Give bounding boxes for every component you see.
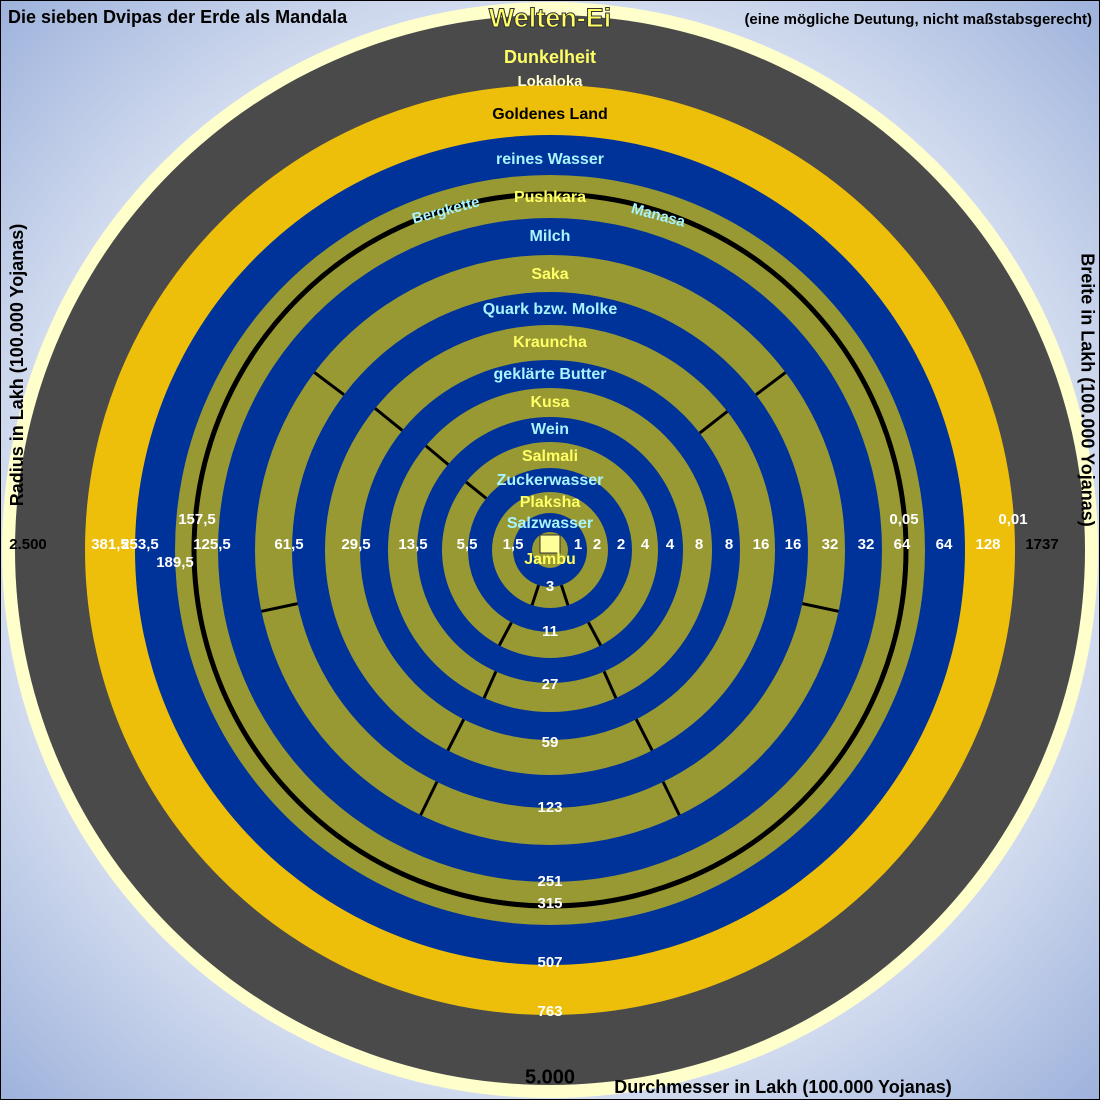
- left-label: 157,5: [178, 511, 216, 528]
- ring-label: Milch: [530, 228, 571, 245]
- right-label: 64: [894, 536, 911, 553]
- left-label: 2.500: [9, 536, 47, 553]
- ring-label: Dunkelheit: [504, 47, 596, 67]
- ring-label: Kusa: [530, 394, 569, 411]
- left-label: 189,5: [156, 554, 194, 571]
- left-label: 61,5: [274, 536, 303, 553]
- right-label: 128: [975, 536, 1000, 553]
- right-label: 2: [617, 536, 625, 553]
- mountain-ring: [191, 191, 909, 909]
- ring-label: Salmali: [522, 448, 578, 465]
- divider: [482, 670, 498, 699]
- left-label: 1,5: [503, 536, 524, 553]
- right-label: 4: [666, 536, 675, 553]
- divider: [419, 781, 439, 816]
- ring-label: Quark bzw. Molke: [483, 301, 618, 318]
- ring-label: Wein: [531, 421, 569, 438]
- divider: [497, 621, 513, 647]
- axis-left: Radius in Lakh (100.000 Yojanas): [7, 224, 27, 506]
- ring-label: Lokaloka: [517, 73, 583, 90]
- divider: [602, 670, 618, 699]
- divider: [560, 584, 570, 606]
- bottom-label: 27: [542, 676, 559, 693]
- left-label: 381,5: [91, 536, 129, 553]
- bottom-label: 763: [537, 1003, 562, 1020]
- right-label: 64: [936, 536, 953, 553]
- right-label: 16: [753, 536, 770, 553]
- jambu-icon: [539, 534, 561, 554]
- ring-label: geklärte Butter: [494, 366, 607, 383]
- bottom-label: 59: [542, 734, 559, 751]
- right-label: 1737: [1025, 536, 1058, 553]
- right-label: 4: [641, 536, 650, 553]
- right-label: 8: [725, 536, 733, 553]
- right-label: 1: [574, 536, 582, 553]
- right-label: 0,01: [998, 511, 1027, 528]
- ring-label: reines Wasser: [496, 151, 604, 168]
- ring-label: Pushkara: [514, 189, 586, 206]
- divider: [465, 480, 488, 500]
- bottom-label: 507: [537, 954, 562, 971]
- divider: [755, 371, 787, 396]
- bottom-total: 5.000: [525, 1066, 575, 1088]
- divider: [661, 781, 681, 816]
- left-label: 125,5: [193, 536, 231, 553]
- right-label: 32: [822, 536, 839, 553]
- left-label: 29,5: [341, 536, 370, 553]
- bottom-label: 123: [537, 799, 562, 816]
- title: Die sieben Dvipas der Erde als Mandala: [8, 7, 348, 27]
- right-label: 16: [785, 536, 802, 553]
- ring-label: Plaksha: [520, 494, 581, 511]
- divider: [698, 410, 729, 435]
- right-label: 32: [858, 536, 875, 553]
- right-label: 8: [695, 536, 703, 553]
- bottom-label: 11: [542, 623, 558, 640]
- divider: [313, 371, 345, 396]
- center-title: Welten-Ei: [489, 3, 612, 33]
- ring-label: Krauncha: [513, 334, 587, 351]
- axis-right: Breite in Lakh (100.000 Yojanas): [1077, 253, 1097, 526]
- divider: [446, 718, 466, 752]
- left-label: 5,5: [457, 536, 478, 553]
- bottom-label: 3: [546, 578, 554, 595]
- bottom-label: 315: [537, 895, 562, 912]
- right-label: 0,05: [889, 511, 918, 528]
- divider: [261, 602, 298, 613]
- axis-bottom: Durchmesser in Lakh (100.000 Yojanas): [614, 1077, 952, 1097]
- right-label: 2: [593, 536, 601, 553]
- divider: [424, 444, 450, 466]
- ring-label: Goldenes Land: [492, 106, 608, 123]
- divider: [802, 602, 839, 613]
- note: (eine mögliche Deutung, nicht maßstabsge…: [744, 11, 1092, 28]
- left-label: 13,5: [398, 536, 427, 553]
- divider: [530, 584, 540, 606]
- ring-label: Saka: [531, 266, 568, 283]
- ring-label: Salzwasser: [507, 515, 593, 532]
- divider: [587, 621, 603, 647]
- bottom-label: 251: [537, 873, 562, 890]
- ring-label: Zuckerwasser: [497, 472, 604, 489]
- divider: [634, 718, 654, 752]
- divider: [374, 407, 404, 432]
- left-label: 253,5: [121, 536, 159, 553]
- ring-label: Jambu: [524, 551, 576, 568]
